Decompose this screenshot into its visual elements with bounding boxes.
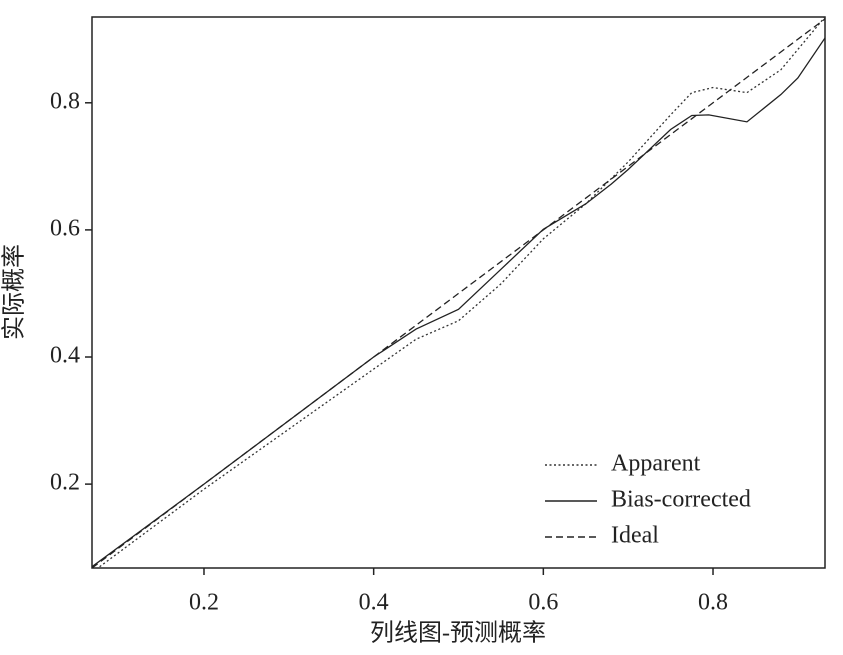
x-tick-label: 0.6 xyxy=(528,590,558,616)
y-tick-label: 0.8 xyxy=(50,88,80,114)
series-line xyxy=(92,18,825,568)
y-tick-label: 0.6 xyxy=(50,215,80,241)
y-axis-label: 实际概率 xyxy=(1,244,28,340)
legend-label: Ideal xyxy=(611,523,659,549)
legend-label: Bias-corrected xyxy=(611,487,751,513)
y-tick-label: 0.2 xyxy=(50,470,80,496)
legend-label: Apparent xyxy=(611,451,701,477)
series-line xyxy=(92,37,825,568)
x-tick-label: 0.2 xyxy=(189,590,219,616)
series-line xyxy=(99,17,825,568)
x-axis-label: 列线图-预测概率 xyxy=(370,620,546,647)
y-tick-label: 0.4 xyxy=(50,343,80,369)
x-tick-label: 0.4 xyxy=(359,590,389,616)
x-tick-label: 0.8 xyxy=(698,590,728,616)
plot-frame xyxy=(91,16,826,569)
